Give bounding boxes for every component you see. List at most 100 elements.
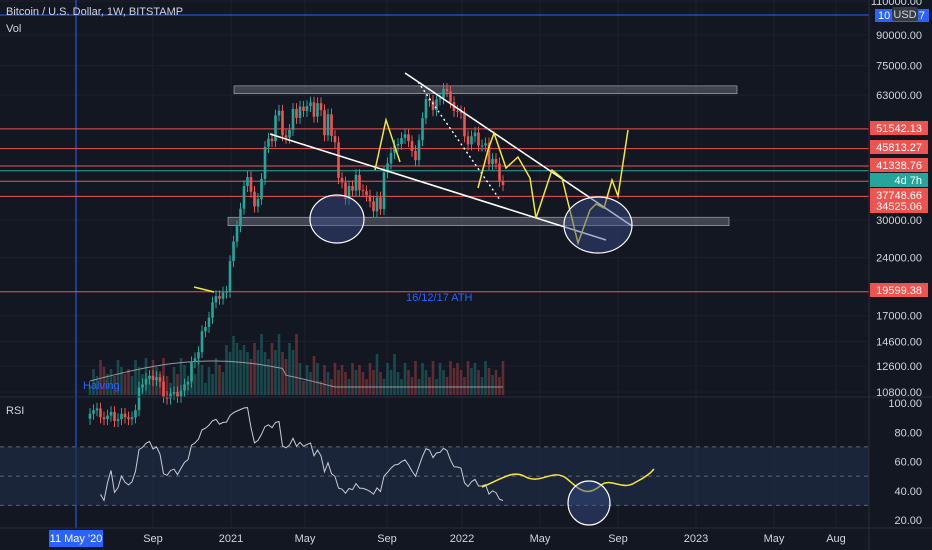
candle-body — [99, 408, 102, 418]
candle-body — [221, 292, 225, 299]
volume-bar — [256, 350, 260, 395]
candle-body — [179, 390, 183, 397]
volume-bar — [438, 363, 442, 395]
candle-body — [302, 106, 305, 111]
volume-bar — [312, 356, 316, 395]
candle-body — [323, 110, 326, 136]
candle-body — [365, 191, 368, 196]
volume-bar — [302, 381, 305, 395]
candle-body — [109, 411, 113, 416]
x-tick-label: Sep — [377, 533, 397, 545]
candle-body — [200, 331, 204, 353]
x-tick-label: Aug — [826, 533, 846, 545]
candle-body — [372, 201, 375, 212]
candle-body — [445, 88, 449, 92]
y-tick-label: 24000.00 — [876, 253, 922, 265]
symbol-title[interactable]: Bitcoin / U.S. Dollar, 1W, BITSTAMP — [6, 6, 184, 18]
price-zones — [227, 85, 738, 227]
projection-path — [477, 129, 629, 246]
volume-bar — [428, 377, 431, 395]
candle-body — [155, 377, 158, 381]
candle-body — [246, 177, 249, 187]
candle-body — [424, 99, 428, 119]
candle-body — [204, 326, 207, 332]
volume-bar — [424, 370, 428, 395]
volume-bar — [410, 377, 414, 395]
rsi-line — [100, 407, 504, 502]
candle-body — [337, 142, 340, 178]
volume-bar — [449, 361, 452, 395]
candle-body — [340, 177, 344, 183]
candle-body — [351, 186, 354, 191]
rsi-tick-label: 80.00 — [894, 427, 922, 439]
candle-body — [193, 358, 197, 363]
date-tag-bg — [49, 530, 103, 547]
candlesticks — [88, 83, 505, 427]
y-tick-label: 14600.00 — [876, 336, 922, 348]
volume-bar — [333, 363, 337, 395]
candle-body — [298, 106, 302, 118]
candle-body — [197, 352, 200, 359]
candle-body — [368, 195, 372, 202]
candle-body — [151, 375, 155, 381]
candle-body — [274, 115, 277, 142]
volume-bar — [442, 370, 445, 395]
candle-body — [239, 208, 242, 227]
volume-bar — [298, 363, 302, 395]
candle-body — [207, 317, 211, 327]
volume-bar — [193, 374, 197, 395]
volume-bar — [235, 343, 239, 395]
candle-body — [106, 415, 109, 420]
candle-body — [190, 362, 193, 382]
last-price-tag-label: 10 — [878, 10, 890, 22]
volume-bar — [330, 379, 333, 395]
volume-bar — [249, 359, 253, 395]
x-tick-label: 2023 — [684, 533, 708, 545]
candle-body — [358, 174, 361, 191]
volume-label[interactable]: Vol — [6, 23, 22, 35]
candle-body — [284, 135, 288, 138]
volume-bar — [218, 365, 221, 395]
candle-body — [354, 174, 358, 191]
dotted-trendline — [417, 81, 501, 201]
volume-bar — [176, 374, 179, 395]
y-tick-label: 30000.00 — [876, 215, 922, 227]
volume-bar — [92, 369, 95, 395]
resistance-zone — [233, 85, 738, 94]
candle-body — [242, 186, 246, 209]
currency-badge-bg — [892, 7, 918, 21]
volume-bar — [477, 370, 480, 395]
candle-body — [102, 417, 106, 420]
volume-bar — [470, 368, 473, 395]
rsi-tick-label: 100.00 — [888, 398, 922, 410]
candle-body — [386, 163, 389, 173]
volume-bar — [456, 363, 459, 395]
candle-body — [288, 129, 291, 138]
volume-bar — [116, 360, 120, 395]
rsi-label[interactable]: RSI — [6, 405, 25, 417]
volume-bar — [403, 363, 407, 395]
volume-bar — [263, 352, 267, 395]
x-tick-label: 11 May '20 — [50, 533, 103, 545]
candle-body — [134, 410, 137, 418]
volume-bar — [494, 370, 498, 395]
candle-body — [498, 163, 501, 182]
candle-body — [225, 291, 228, 293]
candle-body — [396, 144, 400, 146]
volume-bar — [372, 370, 375, 395]
y-tick-label: 12600.00 — [876, 361, 922, 373]
volume-bar — [225, 345, 228, 395]
candle-body — [169, 393, 172, 399]
price-tag-bg — [870, 283, 928, 297]
volume-bar — [274, 350, 277, 395]
volume-bar — [459, 370, 463, 395]
candle-body — [312, 102, 316, 117]
support-circle-2021 — [309, 194, 365, 244]
candle-body — [480, 145, 484, 147]
volume-bar — [281, 352, 284, 395]
candle-body — [494, 158, 498, 164]
volume-bar — [120, 367, 123, 395]
grid-lines — [0, 0, 868, 528]
